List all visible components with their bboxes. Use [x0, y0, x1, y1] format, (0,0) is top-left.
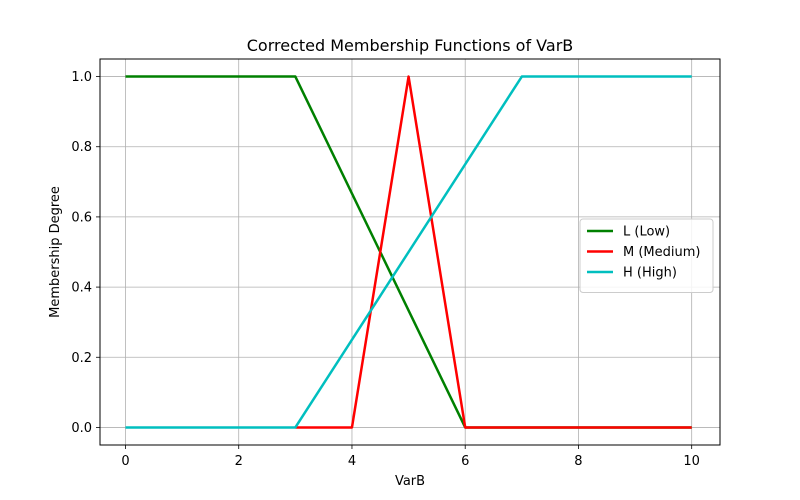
x-tick-label: 2 [235, 454, 243, 469]
y-tick-label: 0.6 [71, 210, 92, 225]
series-lines [125, 75, 692, 429]
series-line-1 [295, 75, 692, 429]
x-tick-label: 8 [574, 454, 582, 469]
plot-frame [99, 58, 721, 446]
y-tick-label: 0.8 [71, 140, 92, 155]
y-tick-label: 1.0 [71, 70, 92, 85]
legend-label: L (Low) [623, 225, 670, 240]
y-tick-label: 0.2 [71, 351, 92, 366]
x-tick-label: 6 [461, 454, 469, 469]
legend: L (Low) M (Medium) H (High) [579, 218, 714, 293]
axis-ticks: 0 2 4 6 8 10 0.0 0.2 0.4 0.6 0.8 1.0 [71, 70, 700, 469]
x-tick-label: 4 [348, 454, 356, 469]
legend-label: M (Medium) [623, 245, 700, 260]
chart-title: Corrected Membership Functions of VarB [247, 36, 574, 55]
x-tick-label: 10 [683, 454, 700, 469]
y-tick-label: 0.0 [71, 421, 92, 436]
legend-frame [579, 218, 714, 293]
series-line-2 [125, 75, 692, 429]
x-tick-label: 0 [121, 454, 129, 469]
legend-label: H (High) [623, 266, 677, 281]
x-axis-label: VarB [395, 474, 425, 489]
y-tick-label: 0.4 [71, 281, 92, 296]
y-axis-label: Membership Degree [48, 186, 63, 318]
